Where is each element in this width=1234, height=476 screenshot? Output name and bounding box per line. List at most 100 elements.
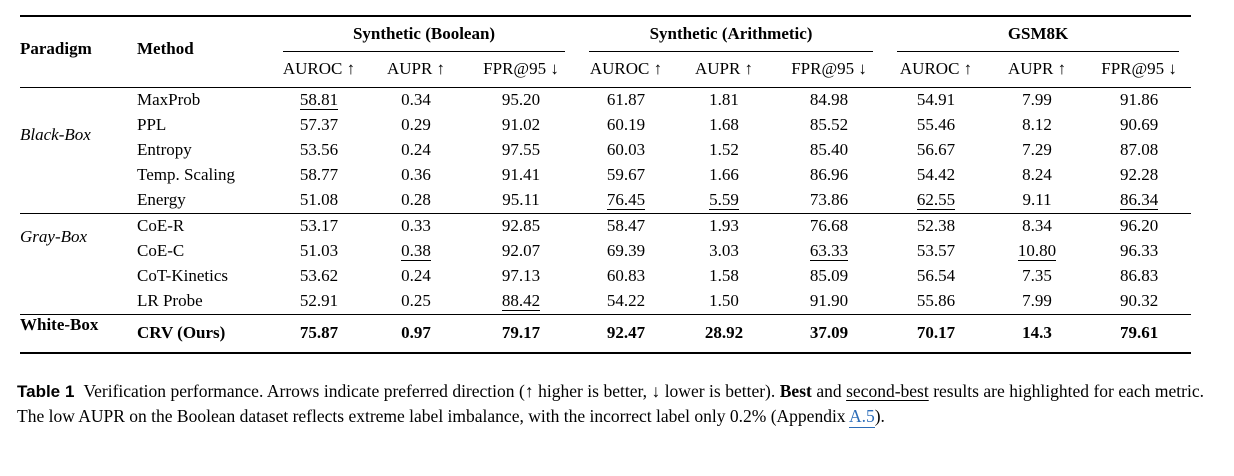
value-cell: 76.68 — [809, 216, 849, 235]
value-cell: 7.99 — [1022, 291, 1052, 310]
group-header-synthetic-arithmetic: Synthetic (Arithmetic) — [577, 16, 885, 52]
value-cell: 96.33 — [1119, 241, 1159, 260]
method-cell: PPL — [137, 115, 167, 134]
caption-plain: Verification performance. Arrows indicat… — [83, 380, 780, 401]
table-header: Paradigm Method Synthetic (Boolean) Synt… — [20, 16, 1192, 87]
value-cell: 1.50 — [709, 291, 739, 310]
table-row: White-Box CRV (Ours) 75.87 0.97 79.17 92.47 28… — [20, 314, 1191, 353]
value-cell: 8.34 — [1022, 216, 1052, 235]
value-cell: 37.09 — [809, 323, 849, 342]
value-cell: 79.61 — [1119, 323, 1159, 342]
second-best-value: 5.59 — [709, 189, 739, 211]
value-cell: 69.39 — [606, 241, 646, 260]
value-cell: 0.29 — [401, 115, 431, 134]
metric-header-row: AUROC ↑ AUPR ↑ FPR@95 ↓ AUROC ↑ AUPR ↑ F… — [20, 52, 1191, 87]
value-cell: 92.47 — [606, 323, 646, 342]
metric-header-auroc: AUROC ↑ — [282, 59, 356, 79]
value-cell: 10.80 — [987, 239, 1087, 264]
section-white-box: White-Box CRV (Ours) 75.87 0.97 79.17 92.47 28… — [20, 314, 1191, 353]
value-cell: 1.52 — [709, 140, 739, 159]
table-caption: Table 1 Verification performance. Arrows … — [17, 379, 1204, 430]
value-cell: 55.46 — [916, 115, 956, 134]
metric-header-fpr95: FPR@95 ↓ — [791, 59, 867, 79]
value-cell: 28.92 — [704, 323, 744, 342]
method-cell: CRV (Ours) — [137, 323, 226, 342]
value-cell: 90.32 — [1119, 291, 1159, 310]
second-best-value: 88.42 — [501, 290, 541, 312]
value-cell: 54.91 — [916, 90, 956, 109]
paradigm-column-header: Paradigm — [20, 38, 92, 58]
value-cell: 0.28 — [401, 190, 431, 209]
table-row: Entropy 53.56 0.24 97.55 60.03 1.52 85.40 56.67… — [20, 138, 1191, 163]
results-table: Paradigm Method Synthetic (Boolean) Synt… — [20, 15, 1192, 354]
value-cell: 53.17 — [299, 216, 339, 235]
value-cell: 58.77 — [299, 165, 339, 184]
value-cell: 85.09 — [809, 266, 849, 285]
value-cell: 54.42 — [916, 165, 956, 184]
value-cell: 58.81 — [271, 87, 367, 113]
caption-underline: second-best — [846, 380, 929, 401]
value-cell: 1.93 — [709, 216, 739, 235]
value-cell: 86.34 — [1087, 188, 1191, 214]
value-cell: 92.28 — [1119, 165, 1159, 184]
value-cell: 51.08 — [299, 190, 339, 209]
caption-label: Table 1 — [17, 381, 75, 401]
caption-plain: results are highlighted for each metric.… — [17, 380, 1204, 427]
metric-header-aupr: AUPR ↑ — [1007, 59, 1067, 79]
value-cell: 85.52 — [809, 115, 849, 134]
value-cell: 56.67 — [916, 140, 956, 159]
value-cell: 8.12 — [1022, 115, 1052, 134]
table-row: Gray-Box CoE-R 53.17 0.33 92.85 58.47 1.93 76.6… — [20, 213, 1191, 246]
group-label: Synthetic (Arithmetic) — [589, 24, 874, 52]
value-cell: 91.02 — [501, 115, 541, 134]
value-cell: 60.83 — [606, 266, 646, 285]
value-cell: 1.66 — [709, 165, 739, 184]
value-cell: 53.62 — [299, 266, 339, 285]
metric-header-auroc: AUROC ↑ — [899, 59, 973, 79]
caption-bold: Best — [779, 380, 812, 401]
value-cell: 0.24 — [401, 266, 431, 285]
second-best-value: 86.34 — [1119, 189, 1159, 211]
caption-plain: ). — [874, 406, 885, 426]
value-cell: 0.25 — [401, 291, 431, 310]
caption-plain: and — [811, 380, 847, 401]
value-cell: 61.87 — [606, 90, 646, 109]
value-cell: 0.24 — [401, 140, 431, 159]
value-cell: 86.96 — [809, 165, 849, 184]
value-cell: 0.34 — [401, 90, 431, 109]
table-row: Energy 51.08 0.28 95.11 76.45 5.59 73.86 62.55 9… — [20, 188, 1191, 214]
second-best-value: 0.38 — [401, 240, 431, 262]
value-cell: 51.03 — [299, 241, 339, 260]
value-cell: 9.11 — [1022, 190, 1052, 209]
group-header-row: Paradigm Method Synthetic (Boolean) Synt… — [20, 16, 1191, 58]
metric-header-aupr: AUPR ↑ — [694, 59, 754, 79]
method-column-header: Method — [137, 38, 194, 58]
second-best-value: 62.55 — [916, 189, 956, 211]
value-cell: 0.33 — [401, 216, 431, 235]
group-header-synthetic-boolean: Synthetic (Boolean) — [271, 16, 577, 52]
second-best-value: 76.45 — [606, 189, 646, 211]
value-cell: 87.08 — [1119, 140, 1159, 159]
value-cell: 57.37 — [299, 115, 339, 134]
value-cell: 54.22 — [606, 291, 646, 310]
value-cell: 52.38 — [916, 216, 956, 235]
paradigm-cell: Gray-Box — [20, 226, 88, 246]
group-label: Synthetic (Boolean) — [283, 24, 566, 52]
value-cell: 0.36 — [401, 165, 431, 184]
value-cell: 1.81 — [709, 90, 739, 109]
value-cell: 73.86 — [809, 190, 849, 209]
second-best-value: 63.33 — [809, 240, 849, 262]
value-cell: 56.54 — [916, 266, 956, 285]
value-cell: 84.98 — [809, 90, 849, 109]
value-cell: 58.47 — [606, 216, 646, 235]
value-cell: 96.20 — [1119, 216, 1159, 235]
appendix-link[interactable]: A.5 — [848, 406, 875, 428]
group-label: GSM8K — [897, 24, 1180, 52]
metric-header-aupr: AUPR ↑ — [386, 59, 446, 79]
value-cell: 1.68 — [709, 115, 739, 134]
table-row: Temp. Scaling 58.77 0.36 91.41 59.67 1.66 86.9… — [20, 163, 1191, 188]
value-cell: 53.57 — [916, 241, 956, 260]
value-cell: 14.3 — [1022, 323, 1052, 342]
metric-header-fpr95: FPR@95 ↓ — [1101, 59, 1177, 79]
